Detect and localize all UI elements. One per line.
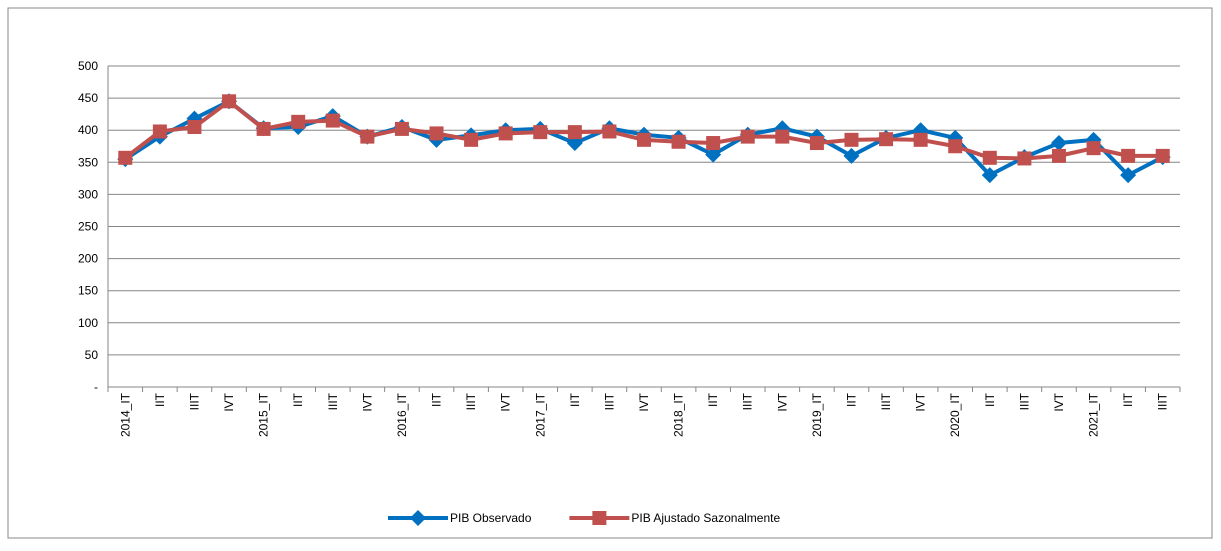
x-tick-label: IIIT <box>1017 392 1031 410</box>
y-tick-label: 50 <box>85 348 99 362</box>
marker <box>152 124 167 139</box>
x-tick-label: IVT <box>775 392 789 411</box>
y-tick-label: 350 <box>78 155 98 169</box>
marker <box>705 146 722 163</box>
x-tick-label: IIIT <box>879 392 893 410</box>
marker <box>948 139 963 154</box>
y-tick-label: 200 <box>78 252 98 266</box>
marker <box>637 132 651 147</box>
marker <box>775 129 790 144</box>
marker <box>843 147 860 164</box>
x-tick-label: IVT <box>914 392 928 411</box>
marker <box>429 126 444 141</box>
marker <box>706 136 721 151</box>
x-tick-label: IVT <box>360 392 374 411</box>
x-tick-label: IIT <box>983 392 997 407</box>
x-tick-label: 2014_IT <box>118 392 132 437</box>
marker <box>464 132 479 147</box>
x-tick-label: IIIT <box>1156 392 1170 410</box>
y-tick-label: 250 <box>78 220 98 234</box>
marker <box>291 114 306 129</box>
x-tick-label: 2016_IT <box>395 392 409 437</box>
marker <box>1155 148 1170 163</box>
x-tick-label: 2021_IT <box>1087 392 1101 437</box>
marker <box>913 132 928 147</box>
x-tick-label: 2020_IT <box>948 392 962 437</box>
y-tick-label: 450 <box>78 91 98 105</box>
marker <box>1120 167 1137 184</box>
marker <box>222 94 237 109</box>
x-tick-label: 2015_IT <box>257 392 271 437</box>
x-tick-label: IIIT <box>464 392 478 410</box>
x-tick-label: IIIT <box>741 392 755 410</box>
y-tick-label: 300 <box>78 187 98 201</box>
marker <box>567 125 582 140</box>
x-tick-label: IIT <box>568 392 582 407</box>
marker <box>879 132 894 147</box>
marker <box>592 511 607 525</box>
marker <box>1050 135 1067 152</box>
x-tick-label: IVT <box>1052 392 1066 411</box>
x-tick-label: IVT <box>499 392 513 411</box>
marker <box>740 129 755 144</box>
marker <box>118 150 133 165</box>
x-tick-label: IIT <box>430 392 444 407</box>
x-tick-label: 2017_IT <box>533 392 547 437</box>
y-tick-label: 400 <box>78 123 98 137</box>
x-tick-label: 2018_IT <box>672 392 686 437</box>
marker <box>498 126 513 141</box>
marker <box>602 124 617 139</box>
marker <box>360 129 375 144</box>
x-tick-label: 2019_IT <box>810 392 824 437</box>
x-tick-label: IIT <box>153 392 167 407</box>
chart-frame <box>7 7 1213 539</box>
y-tick-label: 100 <box>78 316 98 330</box>
x-tick-label: IIT <box>706 392 720 407</box>
marker <box>410 510 426 526</box>
x-tick-label: IIT <box>1121 392 1135 407</box>
x-tick-label: IVT <box>222 392 236 411</box>
x-tick-label: IIIT <box>602 392 616 410</box>
marker <box>982 150 997 165</box>
marker <box>981 167 998 184</box>
marker <box>1086 141 1101 156</box>
marker <box>1121 148 1136 163</box>
x-tick-label: IIIT <box>187 392 201 410</box>
marker <box>1051 148 1066 163</box>
x-tick-label: IIT <box>844 392 858 407</box>
marker <box>394 121 409 136</box>
y-tick-label: - <box>94 380 98 394</box>
marker <box>1017 151 1032 166</box>
x-tick-label: IIIT <box>326 392 340 410</box>
marker <box>187 119 202 134</box>
marker <box>844 132 859 147</box>
x-tick-label: IVT <box>637 392 651 411</box>
marker <box>256 121 271 136</box>
marker <box>533 125 548 140</box>
legend-label: PIB Observado <box>450 511 532 525</box>
x-tick-label: IIT <box>291 392 305 407</box>
marker <box>671 134 686 149</box>
y-tick-label: 500 <box>78 59 98 73</box>
y-tick-label: 150 <box>78 284 98 298</box>
marker <box>325 113 340 128</box>
legend-label: PIB Ajustado Sazonalmente <box>631 511 780 525</box>
marker <box>809 136 824 151</box>
